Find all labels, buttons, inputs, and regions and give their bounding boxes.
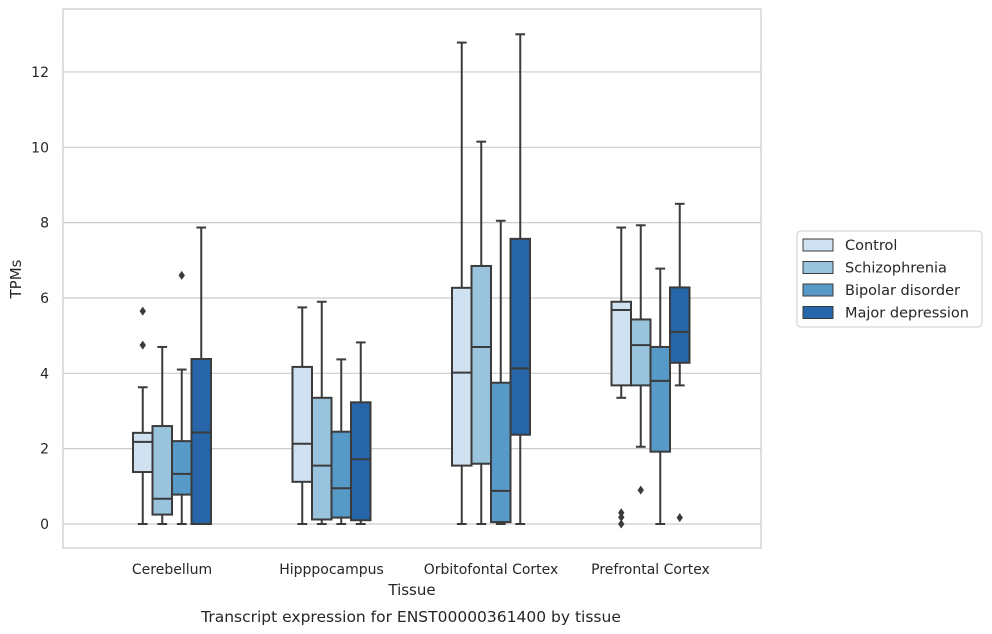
- box-plot-area: [132, 33, 691, 529]
- box-iqr: [311, 396, 333, 521]
- legend-swatch: [802, 283, 834, 297]
- box-0-0: [132, 306, 154, 525]
- box-2-0: [451, 41, 473, 525]
- outlier-point: [139, 306, 146, 316]
- outlier-point: [139, 340, 146, 350]
- box-3-1: [630, 224, 652, 495]
- box-iqr: [509, 237, 531, 436]
- box-0-2: [171, 270, 193, 525]
- y-tick-label: 12: [31, 65, 49, 81]
- y-tick-label: 2: [40, 442, 49, 458]
- legend-swatch: [802, 306, 834, 319]
- box-iqr: [330, 430, 352, 519]
- outlier-point: [178, 270, 185, 280]
- legend-label: Control: [845, 238, 897, 254]
- box-1-1: [311, 300, 333, 525]
- box-iqr: [132, 431, 154, 474]
- box-iqr: [610, 300, 632, 387]
- legend-swatch: [802, 238, 834, 252]
- x-tick-label: Orbitofontal Cortex: [424, 562, 559, 578]
- box-iqr: [630, 318, 652, 387]
- box-iqr: [350, 401, 372, 522]
- outlier-point: [618, 508, 625, 518]
- y-tick-label: 8: [40, 216, 49, 232]
- box-iqr: [291, 365, 313, 483]
- x-tick-label: Cerebellum: [132, 562, 212, 578]
- plot-frame: [62, 8, 762, 549]
- box-2-2: [490, 219, 512, 525]
- x-tick-label: Hipppocampus: [279, 562, 384, 578]
- box-2-1: [470, 140, 492, 525]
- box-1-2: [330, 358, 352, 525]
- box-iqr: [151, 425, 173, 516]
- box-iqr: [190, 358, 212, 525]
- y-tick-labels: 0 2 4 6 8 10 12: [31, 65, 49, 533]
- outlier-point: [618, 512, 625, 522]
- y-tick-label: 4: [40, 366, 49, 382]
- outlier-point: [618, 519, 625, 529]
- x-tick-labels: Cerebellum Hipppocampus Orbitofontal Corte…: [132, 562, 710, 578]
- box-1-0: [291, 306, 313, 525]
- box-iqr: [490, 381, 512, 524]
- box-1-3: [350, 341, 372, 525]
- box-3-2: [649, 267, 671, 525]
- legend-label: Bipolar disorder: [845, 283, 960, 299]
- box-3-3: [669, 202, 691, 523]
- box-iqr: [171, 440, 193, 496]
- box-iqr: [649, 345, 671, 453]
- legend: Control Schizophrenia Bipolar disorder Majo…: [796, 230, 983, 328]
- box-iqr: [451, 286, 473, 467]
- box-0-3: [190, 226, 212, 525]
- box-3-0: [610, 226, 632, 529]
- legend-label: Schizophrenia: [845, 261, 947, 277]
- legend-swatch: [802, 261, 834, 274]
- outlier-point: [637, 485, 644, 495]
- legend-label: Major depression: [845, 306, 969, 322]
- chart-caption: Transcript expression for ENST0000036140…: [200, 608, 621, 626]
- x-axis-label: Tissue: [387, 581, 435, 599]
- box-iqr: [470, 264, 492, 465]
- box-2-3: [509, 33, 531, 525]
- outlier-point: [676, 513, 683, 523]
- y-tick-label: 0: [40, 517, 49, 533]
- y-tick-label: 6: [40, 291, 49, 307]
- y-axis-label: TPMs: [7, 259, 25, 299]
- y-tick-label: 10: [31, 140, 49, 156]
- legend-frame: [796, 230, 983, 328]
- x-tick-label: Prefrontal Cortex: [591, 562, 710, 578]
- box-iqr: [669, 286, 691, 364]
